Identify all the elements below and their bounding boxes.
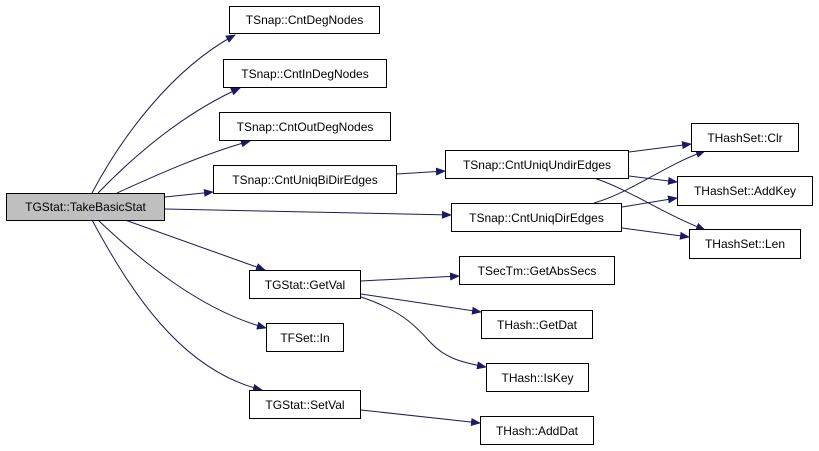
edge-take-to-indeg: [97, 87, 241, 194]
node-in[interactable]: TFSet::In: [266, 323, 344, 352]
node-bidir[interactable]: TSnap::CntUniqBiDirEdges: [213, 165, 397, 194]
edge-take-to-getval: [124, 219, 266, 271]
edge-dir-to-addkey: [621, 195, 678, 208]
node-getval[interactable]: TGStat::GetVal: [249, 270, 361, 299]
edge-undir-to-clr: [628, 141, 692, 153]
edge-dir-to-len: [621, 227, 690, 240]
node-undir[interactable]: TSnap::CntUniqUndirEdges: [445, 150, 629, 179]
node-indeg[interactable]: TSnap::CntInDegNodes: [223, 59, 387, 88]
edge-take-to-in: [97, 219, 267, 330]
edge-take-to-outdeg: [116, 139, 251, 194]
edge-take-to-bidir: [164, 188, 214, 198]
node-abssecs[interactable]: TSecTm::GetAbsSecs: [459, 256, 615, 285]
edge-getval-to-getdat: [360, 293, 482, 315]
edge-setval-to-adddat: [360, 409, 481, 426]
node-iskey[interactable]: THash::IsKey: [486, 363, 589, 392]
node-take[interactable]: TGStat::TakeBasicStat: [6, 193, 165, 221]
edge-dir-to-clr: [593, 150, 706, 204]
node-getdat[interactable]: THash::GetDat: [481, 310, 593, 339]
edge-take-to-dir: [164, 208, 452, 219]
edge-undir-to-len: [593, 177, 706, 231]
edge-bidir-to-undir: [396, 167, 446, 176]
edge-take-to-setval: [91, 219, 263, 392]
node-adddat[interactable]: THash::AddDat: [480, 416, 594, 445]
edge-getval-to-abssecs: [360, 272, 460, 282]
node-len[interactable]: THashSet::Len: [689, 229, 801, 259]
node-deg[interactable]: TSnap::CntDegNodes: [229, 6, 380, 34]
node-setval[interactable]: TGStat::SetVal: [249, 390, 361, 419]
edge-getval-to-iskey: [360, 296, 487, 370]
node-dir[interactable]: TSnap::CntUniqDirEdges: [451, 203, 622, 232]
node-outdeg[interactable]: TSnap::CntOutDegNodes: [219, 112, 391, 141]
edge-take-to-deg: [91, 34, 236, 194]
node-clr[interactable]: THashSet::Clr: [691, 123, 799, 152]
edge-undir-to-addkey: [628, 175, 678, 185]
node-addkey[interactable]: THashSet::AddKey: [677, 176, 813, 206]
